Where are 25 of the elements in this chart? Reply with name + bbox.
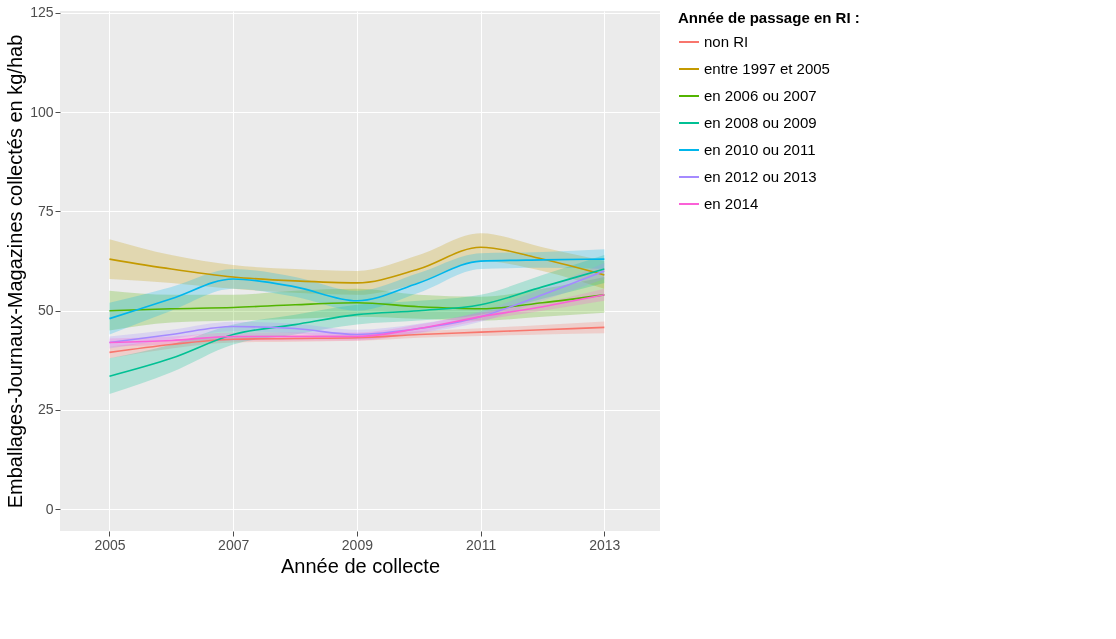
x-tick-label: 2005 xyxy=(94,536,126,553)
y-tick-label: 75 xyxy=(37,202,54,219)
line-series xyxy=(108,246,606,284)
legend-label: en 2008 ou 2009 xyxy=(704,114,817,131)
legend-label: en 2010 ou 2011 xyxy=(704,141,816,158)
y-tick-label: 0 xyxy=(45,500,54,517)
x-tick-label: 2009 xyxy=(341,536,374,553)
legend-label: en 2006 ou 2007 xyxy=(704,87,817,104)
legend-label: non RI xyxy=(704,33,749,50)
y-tick-label: 125 xyxy=(30,4,54,21)
legend-title: Année de passage en RI : xyxy=(678,9,860,26)
y-tick-label: 50 xyxy=(37,302,54,319)
line-series xyxy=(108,268,606,377)
line-series xyxy=(108,294,606,344)
x-tick-label: 2011 xyxy=(466,536,497,553)
y-axis-title: Emballages-Journaux-Magazines collectés en kg/hab xyxy=(4,34,27,509)
x-tick-label: 2007 xyxy=(218,536,250,553)
y-tick-label: 100 xyxy=(30,103,54,120)
y-tick-label: 25 xyxy=(37,401,54,418)
legend-label: entre 1997 et 2005 xyxy=(704,60,830,77)
legend-label: en 2012 ou 2013 xyxy=(704,168,817,185)
x-axis-title: Année de collecte xyxy=(280,554,441,577)
legend-label: en 2014 xyxy=(704,195,759,212)
line-series xyxy=(108,258,606,320)
x-tick-label: 2013 xyxy=(589,536,621,553)
